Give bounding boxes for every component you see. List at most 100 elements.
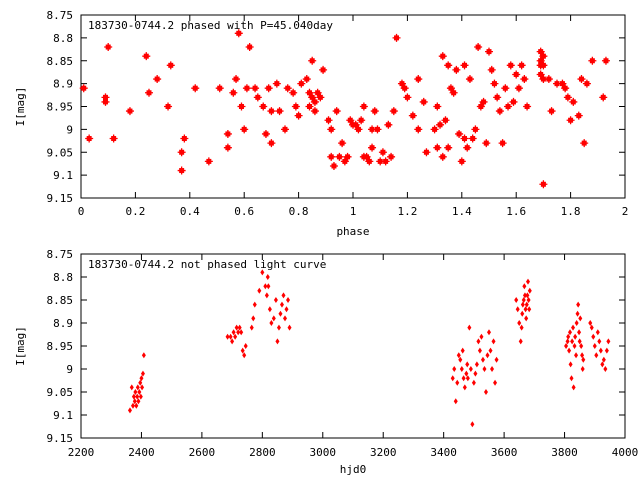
data-point-cross: [561, 84, 570, 93]
data-point: [458, 356, 463, 363]
data-point: [536, 70, 545, 79]
data-point: [574, 352, 579, 359]
data-point: [140, 370, 145, 377]
data-point: [125, 107, 134, 116]
unphased-y-axis-ticks: 8.75 8.8 8.85 8.9 8.95 9 9.05 9.1 9.15: [47, 248, 625, 445]
data-point: [465, 361, 470, 368]
data-point-cross: [215, 84, 224, 93]
data-point: [284, 306, 289, 313]
phased-x-tick-label: 1.4: [452, 205, 472, 218]
data-point: [480, 356, 485, 363]
data-point: [260, 269, 265, 276]
data-point: [397, 79, 406, 88]
data-point-cross: [574, 111, 583, 120]
unphased-x-tick: 3400: [430, 254, 457, 459]
unphased-x-tick: 2400: [128, 254, 155, 459]
data-point: [526, 297, 531, 303]
unphased-x-tick: 3200: [370, 254, 397, 459]
data-point: [569, 97, 578, 106]
data-point: [242, 352, 247, 359]
unphased-y-tick-label: 9.1: [53, 409, 73, 422]
data-point: [444, 61, 453, 70]
data-point: [468, 366, 473, 372]
unphased-y-tick-label: 8.75: [47, 248, 74, 261]
data-point: [271, 315, 276, 322]
unphased-y-tick: 9: [66, 363, 625, 376]
data-point-cross: [338, 139, 347, 148]
unphased-x-tick-label: 3200: [370, 446, 397, 459]
data-point-cross: [460, 134, 469, 143]
data-point: [408, 111, 417, 120]
data-point: [273, 297, 278, 303]
data-point: [452, 366, 457, 372]
data-point: [251, 84, 260, 93]
phased-y-tick: 8.9: [53, 78, 625, 91]
data-point-cross: [223, 129, 232, 138]
data-point: [490, 366, 495, 372]
data-point-cross: [177, 148, 186, 157]
data-point-cross: [275, 107, 284, 116]
data-point-cross: [357, 116, 366, 125]
data-point: [433, 143, 442, 152]
data-point: [580, 352, 585, 359]
data-point: [524, 315, 529, 322]
data-point-cross: [340, 157, 349, 166]
data-point: [286, 297, 291, 303]
data-point: [310, 97, 319, 106]
data-point: [204, 157, 213, 166]
data-point-cross: [569, 97, 578, 106]
data-point-cross: [414, 75, 423, 84]
data-point: [575, 310, 580, 317]
phased-y-tick: 9.15: [47, 192, 625, 205]
data-point: [302, 75, 311, 84]
data-point: [430, 125, 439, 134]
data-point: [335, 152, 344, 161]
data-point: [137, 389, 142, 395]
data-point: [234, 29, 243, 38]
unphased-y-tick: 9.05: [47, 386, 625, 399]
data-point: [570, 338, 575, 345]
phased-x-tick-label: 2: [622, 205, 629, 218]
data-point: [249, 324, 254, 331]
data-point: [520, 75, 529, 84]
data-point: [79, 84, 88, 93]
data-point: [563, 93, 572, 102]
data-point: [579, 343, 584, 349]
data-point: [539, 61, 548, 70]
data-point: [138, 379, 143, 386]
data-point: [527, 306, 532, 313]
data-point: [392, 33, 401, 42]
data-point: [389, 107, 398, 116]
data-point-cross: [495, 107, 504, 116]
data-point: [438, 152, 447, 161]
data-point: [257, 287, 262, 294]
data-point: [332, 107, 341, 116]
data-point-cross: [501, 84, 510, 93]
phased-x-tick-label: 0.8: [289, 205, 309, 218]
data-point-cross: [261, 129, 270, 138]
data-point-cross: [234, 29, 243, 38]
data-point: [237, 102, 246, 111]
data-point-cross: [223, 143, 232, 152]
data-point-cross: [237, 102, 246, 111]
data-point-cross: [229, 88, 238, 97]
data-point: [85, 134, 94, 143]
unphased-data-points: [127, 269, 611, 428]
data-point-cross: [482, 139, 491, 148]
data-point-cross: [305, 88, 314, 97]
data-point-cross: [471, 125, 480, 134]
data-point-cross: [281, 125, 289, 134]
data-point: [506, 61, 515, 70]
data-point-cross: [455, 129, 464, 138]
data-point-cross: [392, 33, 401, 42]
data-point: [544, 75, 553, 84]
data-point: [471, 125, 480, 134]
unphased-y-axis-label: I[mag]: [14, 326, 27, 366]
data-point: [522, 283, 527, 290]
phased-x-tick-label: 0: [78, 205, 85, 218]
data-point: [571, 384, 576, 391]
unphased-x-tick: 3000: [310, 254, 336, 459]
data-point: [351, 120, 360, 129]
data-point-cross: [506, 61, 515, 70]
